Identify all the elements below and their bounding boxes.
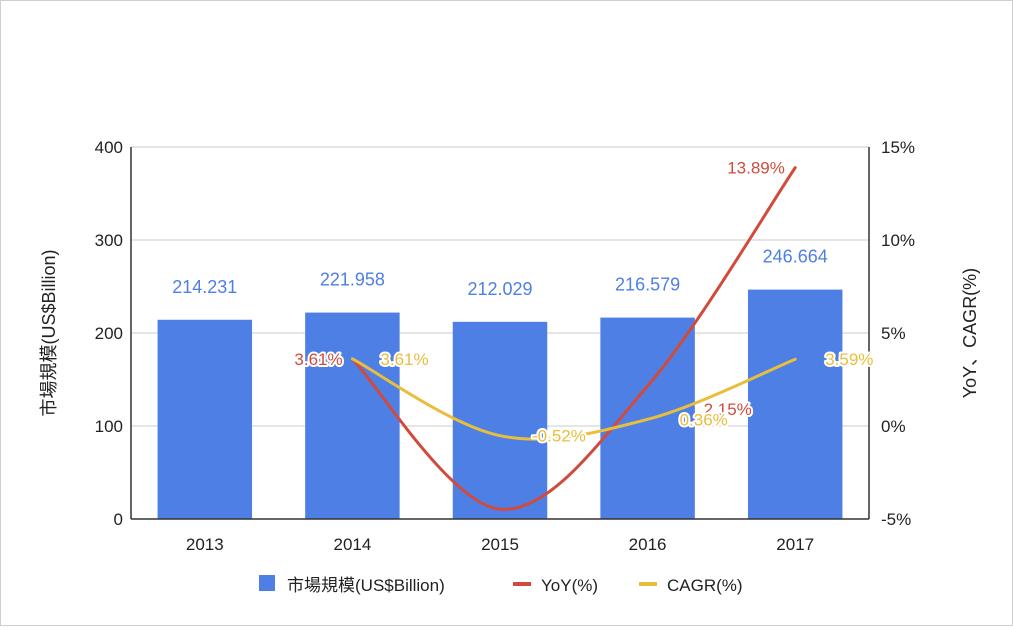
right-tick-label: 0% xyxy=(881,417,906,436)
x-tick-label: 2016 xyxy=(629,535,667,554)
left-tick-label: 100 xyxy=(95,417,123,436)
legend-item-yoy: YoY(%) xyxy=(541,576,598,595)
yoy-data-label: 3.61% xyxy=(294,350,342,369)
right-tick-label: 5% xyxy=(881,324,906,343)
bar xyxy=(157,319,253,519)
cagr-data-label: -0.52% xyxy=(532,427,586,446)
bar-data-label: 246.664 xyxy=(763,247,828,267)
right-tick-label: -5% xyxy=(881,510,911,529)
left-tick-label: 0 xyxy=(114,510,123,529)
bar-data-label: 214.231 xyxy=(172,277,237,297)
yoy-data-label: 13.89% xyxy=(727,159,785,178)
legend-item-market-size: 市場規模(US$Billion) xyxy=(287,576,445,595)
left-tick-label: 400 xyxy=(95,138,123,157)
right-tick-label: 10% xyxy=(881,231,915,250)
bar-data-label: 212.029 xyxy=(467,279,532,299)
yoy-data-label: 2.15% xyxy=(704,400,752,419)
left-axis-title: 市場規模(US$Billion) xyxy=(39,249,59,416)
left-tick-label: 300 xyxy=(95,231,123,250)
legend-swatch xyxy=(259,575,275,591)
cagr-line xyxy=(350,357,797,441)
yoy-line xyxy=(350,166,797,511)
legend-item-cagr: CAGR(%) xyxy=(667,576,743,595)
bar xyxy=(747,289,843,519)
left-tick-label: 200 xyxy=(95,324,123,343)
right-tick-label: 15% xyxy=(881,138,915,157)
cagr-data-label: 3.61% xyxy=(380,350,428,369)
bar xyxy=(305,312,400,519)
bar-data-label: 216.579 xyxy=(615,275,680,295)
x-tick-label: 2017 xyxy=(776,535,814,554)
cagr-data-label: 3.59% xyxy=(825,350,873,369)
right-axis-title: YoY、CAGR(%) xyxy=(960,268,980,398)
x-tick-label: 2015 xyxy=(481,535,519,554)
cagr-data-label: 0.36% xyxy=(680,410,728,429)
x-tick-label: 2013 xyxy=(186,535,224,554)
x-tick-label: 2014 xyxy=(333,535,371,554)
bar-data-label: 221.958 xyxy=(320,270,385,290)
bar xyxy=(452,321,548,519)
